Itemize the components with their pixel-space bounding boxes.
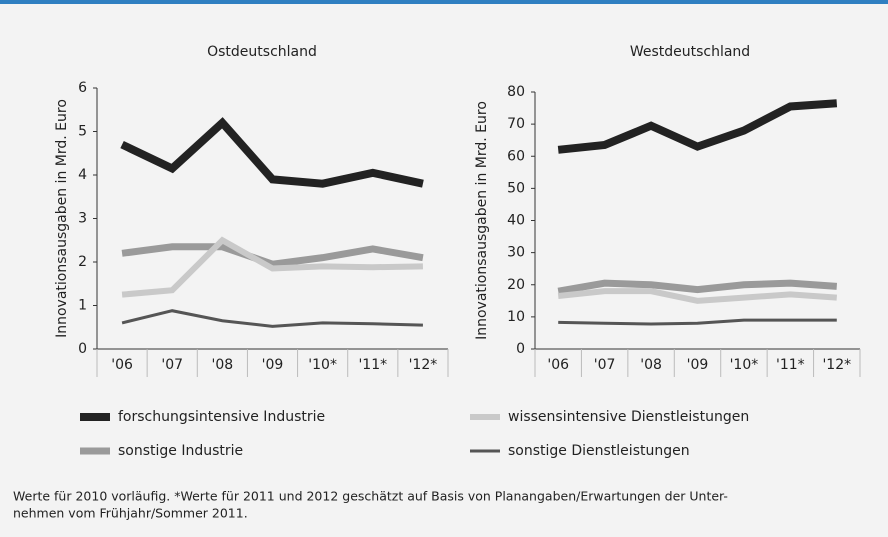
y-tick-label: 80 — [507, 84, 525, 100]
y-tick-label: 70 — [507, 116, 525, 132]
chart-title: Ostdeutschland — [207, 44, 317, 60]
series-line — [557, 279, 838, 295]
x-tick-label: '12* — [822, 357, 851, 373]
series-line — [120, 117, 424, 188]
y-tick-label: 0 — [516, 341, 525, 357]
x-tick-label: '08 — [640, 357, 662, 373]
y-axis-label: Innovationsausgaben in Mrd. Euro — [474, 101, 490, 340]
y-tick-label: 20 — [507, 277, 525, 293]
y-tick-label: 10 — [507, 309, 525, 325]
footnote: Werte für 2010 vorläufig. *Werte für 201… — [13, 489, 728, 504]
y-tick-label: 50 — [507, 180, 525, 196]
y-tick-label: 6 — [78, 80, 87, 96]
top-rule — [0, 0, 888, 4]
y-axis-label: Innovationsausgaben in Mrd. Euro — [54, 99, 70, 338]
y-tick-label: 60 — [507, 148, 525, 164]
x-tick-label: '07 — [161, 357, 183, 373]
x-tick-label: '07 — [594, 357, 616, 373]
y-tick-label: 0 — [78, 341, 87, 357]
legend-label: wissensintensive Dienstleistungen — [508, 409, 749, 425]
series-line — [558, 318, 837, 326]
series-line — [121, 309, 423, 328]
legend-label: sonstige Industrie — [118, 443, 243, 459]
series-line — [557, 288, 837, 304]
x-tick-label: '10* — [730, 357, 759, 373]
series-line — [557, 99, 838, 154]
y-tick-label: 2 — [78, 254, 87, 270]
y-tick-label: 1 — [78, 298, 87, 314]
legend-label: sonstige Dienstleistungen — [508, 443, 690, 459]
series-line — [121, 243, 424, 268]
x-tick-label: '10* — [308, 357, 337, 373]
x-tick-label: '11* — [776, 357, 805, 373]
x-tick-label: '12* — [409, 357, 438, 373]
x-tick-label: '06 — [547, 357, 569, 373]
x-tick-label: '09 — [687, 357, 709, 373]
x-tick-label: '06 — [111, 357, 133, 373]
chart-title: Westdeutschland — [630, 44, 750, 60]
footnote: nehmen vom Frühjahr/Sommer 2011. — [13, 506, 248, 521]
y-tick-label: 3 — [78, 211, 87, 227]
y-tick-label: 30 — [507, 245, 525, 261]
x-tick-label: '08 — [212, 357, 234, 373]
series-line — [121, 236, 423, 298]
y-tick-label: 4 — [78, 167, 87, 183]
y-tick-label: 5 — [78, 124, 87, 140]
legend-label: forschungsintensive Industrie — [118, 409, 325, 425]
y-tick-label: 40 — [507, 213, 525, 229]
x-tick-label: '11* — [358, 357, 387, 373]
x-tick-label: '09 — [262, 357, 284, 373]
